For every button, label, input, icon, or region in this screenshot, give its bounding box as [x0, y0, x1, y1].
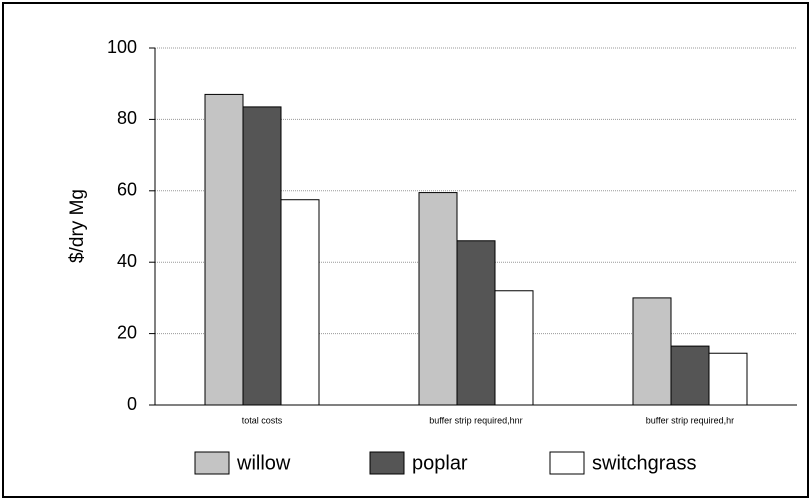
bar: [204, 93, 244, 406]
y-axis-label: $/dry Mg: [67, 189, 88, 263]
x-tick-label: total costs: [242, 415, 283, 425]
y-tick-label: 40: [117, 251, 137, 271]
legend-swatch: [194, 451, 230, 475]
bar: [242, 106, 282, 406]
x-tick-label: buffer strip required,hr: [646, 415, 734, 425]
legend-swatch: [369, 451, 405, 475]
legend-label: willow: [236, 452, 291, 474]
bar: [280, 199, 320, 406]
x-tick-label: buffer strip required,hnr: [429, 415, 522, 425]
y-tick-label: 20: [117, 322, 137, 342]
y-tick-label: 100: [107, 37, 137, 57]
bar: [670, 345, 710, 406]
y-tick-label: 80: [117, 108, 137, 128]
bar: [708, 352, 748, 406]
legend-swatch: [549, 451, 585, 475]
legend-label: switchgrass: [592, 452, 696, 474]
legend-label: poplar: [412, 452, 468, 474]
bar: [418, 192, 458, 406]
bar: [456, 240, 496, 406]
y-tick-label: 60: [117, 180, 137, 200]
y-tick-label: 0: [127, 394, 137, 414]
bar: [494, 290, 534, 406]
bar: [632, 297, 672, 406]
